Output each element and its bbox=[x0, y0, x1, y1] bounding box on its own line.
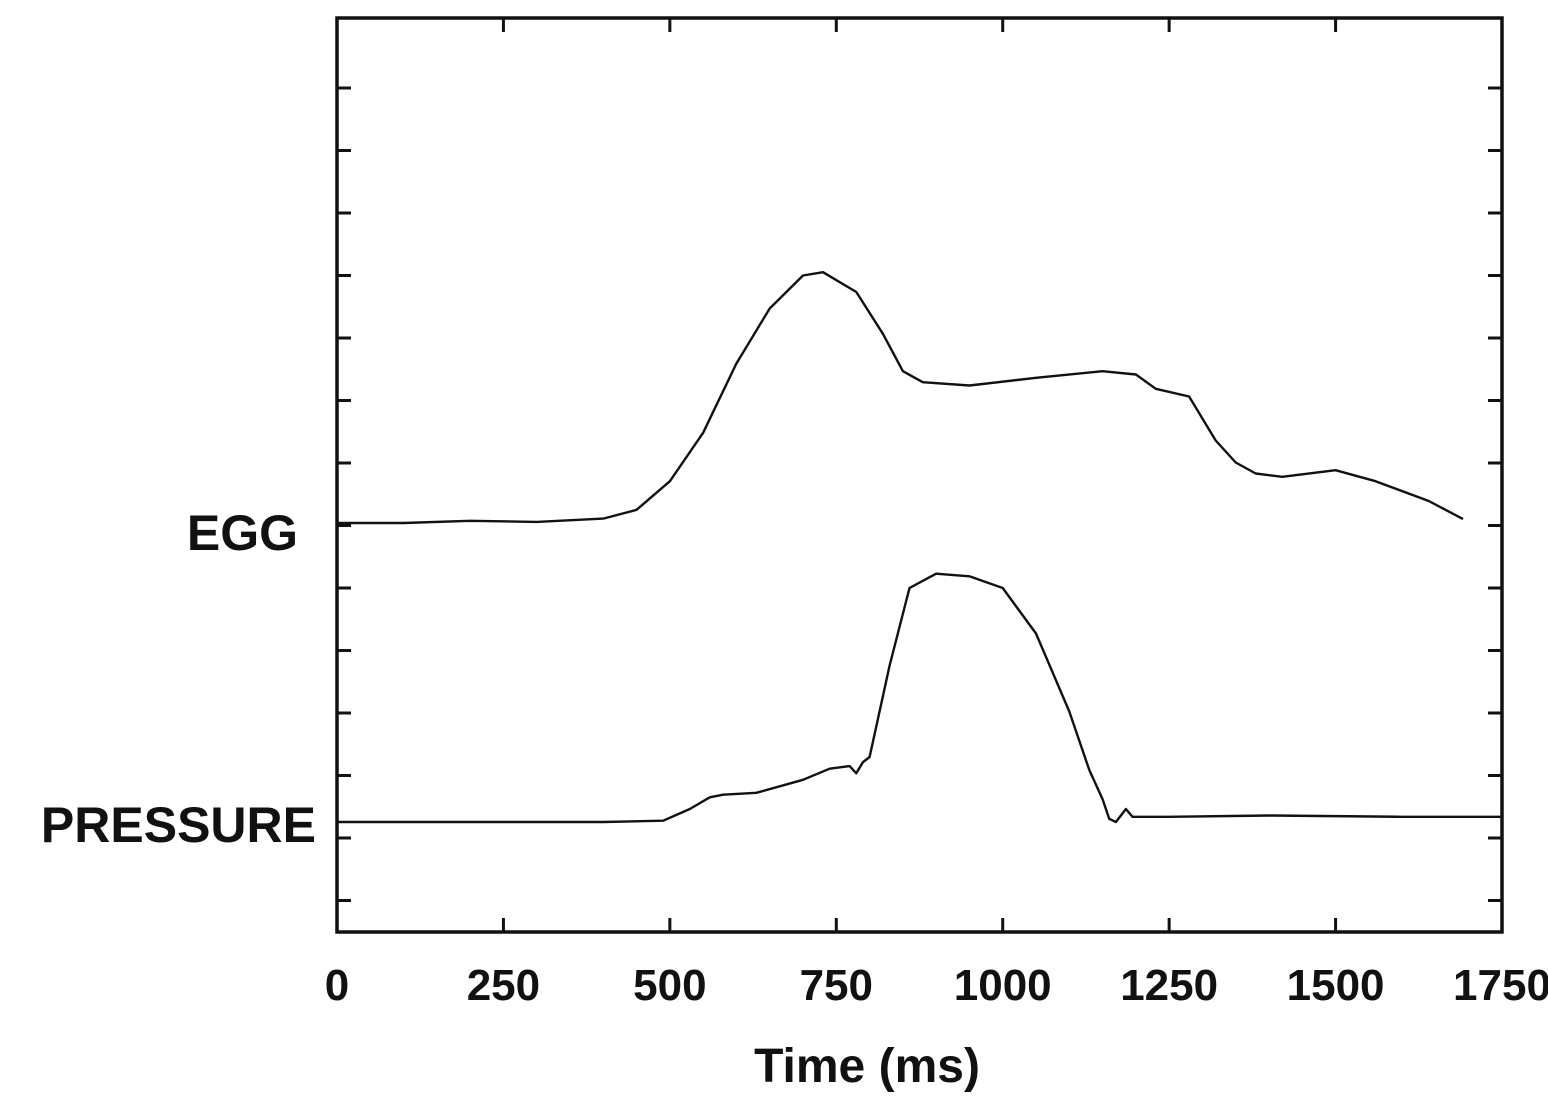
series-label-pressure: PRESSURE bbox=[41, 797, 316, 853]
x-tick-label: 1750 bbox=[1453, 961, 1548, 1010]
traces bbox=[335, 271, 1504, 824]
plot-frame bbox=[335, 16, 1504, 934]
x-tick-label: 0 bbox=[325, 961, 349, 1010]
series-line-pressure bbox=[335, 572, 1504, 824]
series-label-egg: EGG bbox=[187, 505, 298, 561]
tick-marks bbox=[335, 18, 1504, 932]
x-axis-title: Time (ms) bbox=[754, 1040, 980, 1093]
x-tick-label: 500 bbox=[633, 961, 706, 1010]
x-tick-label: 1250 bbox=[1120, 961, 1218, 1010]
series-line-egg bbox=[335, 271, 1464, 525]
x-tick-label: 250 bbox=[467, 961, 540, 1010]
x-tick-labels: 0 250 500 750 1000 1250 1500 1750 bbox=[325, 961, 1548, 1010]
x-tick-label: 1000 bbox=[954, 961, 1052, 1010]
x-tick-label: 750 bbox=[800, 961, 873, 1010]
x-tick-label: 1500 bbox=[1287, 961, 1385, 1010]
